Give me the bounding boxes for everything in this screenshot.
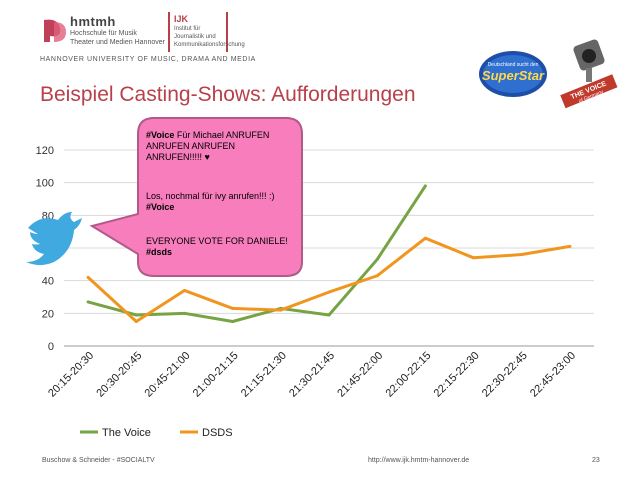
data-point: [231, 320, 235, 323]
footer-credit: Buschow & Schneider - #SOCIALTV: [42, 457, 155, 464]
institute-subtitle: Institut für Journalistik und Kommunikat…: [174, 26, 245, 48]
institute-bracket: [168, 12, 228, 52]
x-tick-label: 20:30-20:45: [94, 350, 144, 400]
data-point: [279, 308, 283, 312]
x-tick-label: 22:15-22:30: [432, 350, 482, 400]
x-tick-labels: 20:15-20:3020:30-20:4520:45-21:0021:00-2…: [46, 350, 578, 400]
data-point: [231, 306, 235, 310]
data-point: [327, 290, 331, 294]
x-tick-label: 22:45-23:00: [528, 350, 578, 400]
twitter-bird-icon: [26, 212, 82, 265]
x-tick-label: 21:30-21:45: [287, 350, 337, 400]
data-point: [520, 253, 524, 257]
y-tick-label: 20: [42, 308, 54, 320]
x-tick-label: 22:00-22:15: [383, 350, 433, 400]
data-point: [568, 244, 572, 248]
y-tick-label: 0: [48, 341, 54, 353]
tweet-text-2: Los, nochmal für ivy anrufen!!! :) #Voic…: [146, 191, 292, 213]
institute-name: IJK: [174, 14, 189, 24]
tweet-text-1: #Voice Für Michael ANRUFEN ANRUFEN ANRUF…: [146, 130, 292, 163]
x-tick-label: 22:30-22:45: [480, 350, 530, 400]
legend-label: DSDS: [202, 427, 233, 439]
tweet-text-3: EVERYONE VOTE FOR DANIELE! #dsds: [146, 236, 292, 258]
data-point: [86, 275, 90, 279]
superstar-line2: SuperStar: [482, 68, 545, 83]
x-tick-label: 21:45-22:00: [335, 350, 385, 400]
data-point: [327, 313, 331, 317]
tweet2-body: Los, nochmal für ivy anrufen!!! :): [146, 191, 275, 201]
y-tick-label: 40: [42, 276, 54, 288]
data-point: [472, 256, 476, 260]
the-voice-logo: THE VOICE of Germany: [560, 39, 618, 109]
data-point: [182, 288, 186, 292]
university-line: HANNOVER UNIVERSITY OF MUSIC, DRAMA AND …: [40, 56, 256, 63]
page-title: Beispiel Casting-Shows: Aufforderungen: [40, 83, 416, 106]
x-tick-label: 21:00-21:15: [191, 350, 241, 400]
data-point: [423, 184, 427, 188]
tweet2-hashtag: #Voice: [146, 202, 175, 212]
data-point: [134, 313, 138, 317]
tweet1-body: Für Michael ANRUFEN ANRUFEN ANRUFEN ANRU…: [146, 130, 270, 162]
series-layer: [86, 184, 572, 323]
chart-legend: The Voice DSDS: [80, 427, 233, 439]
y-tick-label: 120: [36, 145, 54, 157]
org-subtitle: Hochschule für Musik: [70, 30, 137, 37]
tweet3-body: EVERYONE VOTE FOR DANIELE!: [146, 236, 288, 246]
page-number: 23: [592, 457, 600, 464]
tweet1-hashtag: #Voice: [146, 130, 175, 140]
superstar-line1: Deutschland sucht den: [488, 62, 539, 68]
data-point: [375, 274, 379, 278]
data-point: [86, 300, 90, 304]
superstar-logo: Deutschland sucht den SuperStar: [479, 51, 547, 97]
data-point: [134, 320, 138, 323]
org-name: hmtmh: [70, 14, 116, 29]
x-tick-label: 21:15-21:30: [239, 350, 289, 400]
data-point: [182, 311, 186, 315]
y-tick-label: 100: [36, 178, 54, 190]
footer-url[interactable]: http://www.ijk.hmtm-hannover.de: [368, 457, 470, 464]
tweet3-hashtag: #dsds: [146, 247, 173, 257]
data-point: [375, 257, 379, 261]
speech-bubble: [89, 117, 303, 277]
x-tick-label: 20:15-20:30: [46, 350, 96, 400]
org-subtitle-2: Theater und Medien Hannover: [70, 39, 165, 46]
data-point: [423, 236, 427, 240]
hmtmh-logo: [44, 19, 66, 42]
x-tick-label: 20:45-21:00: [143, 350, 193, 400]
legend-label: The Voice: [102, 427, 151, 439]
